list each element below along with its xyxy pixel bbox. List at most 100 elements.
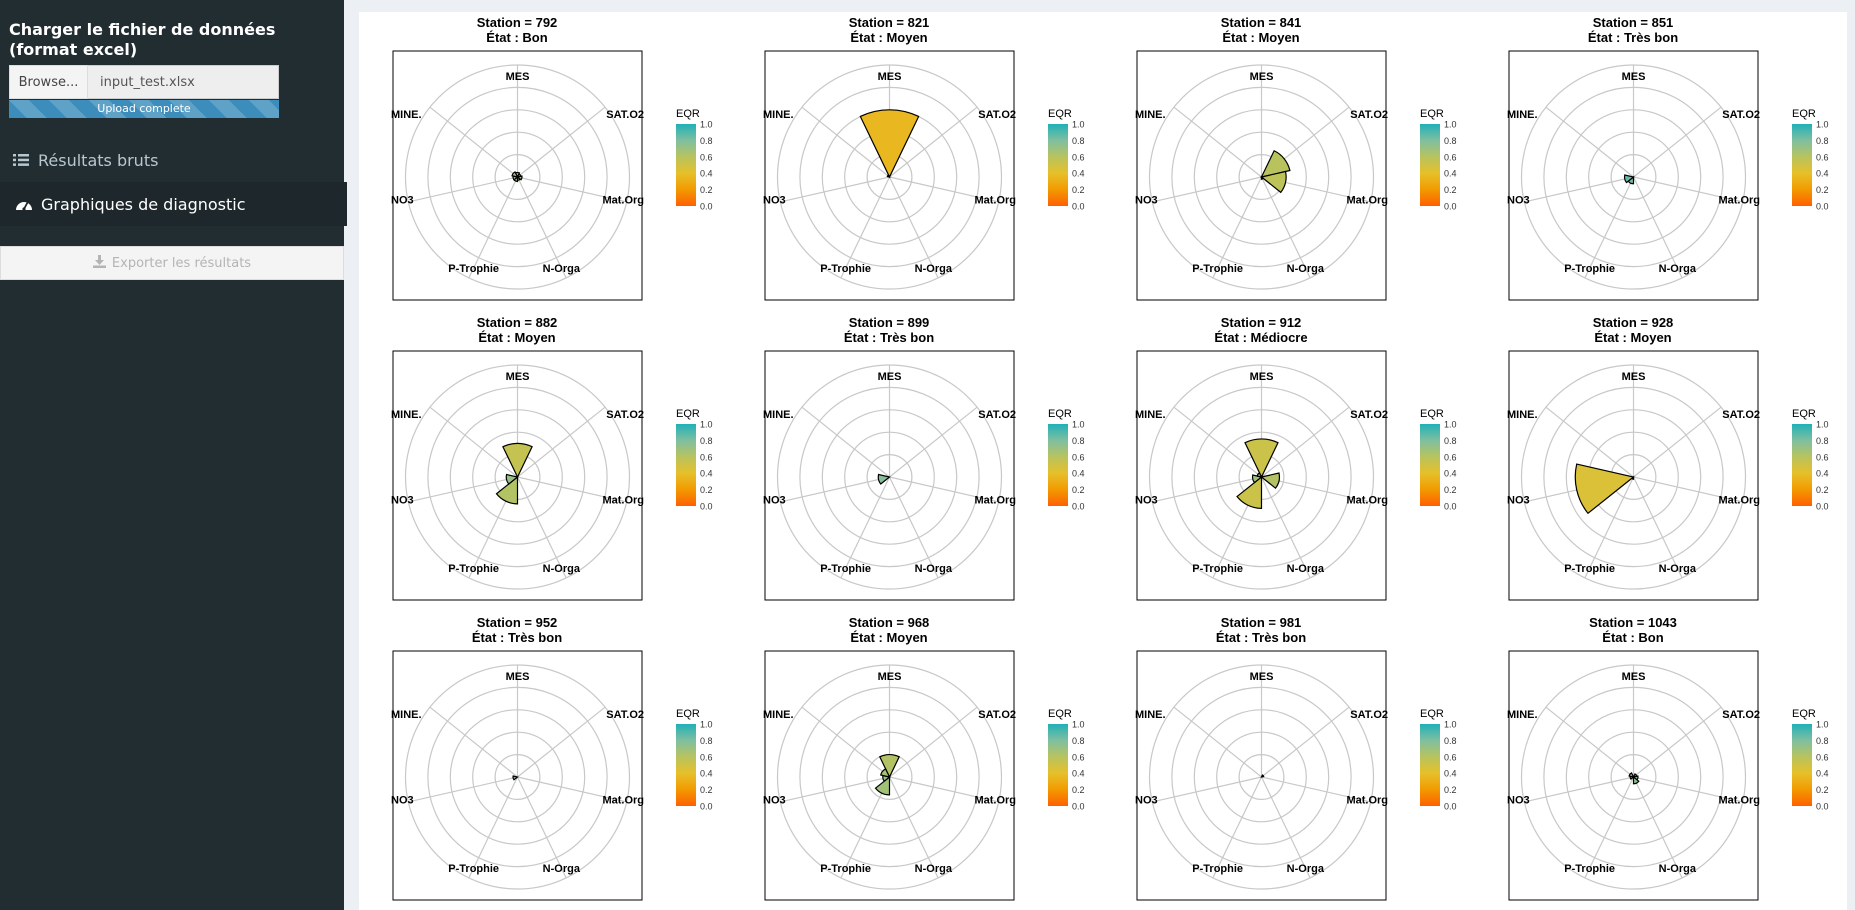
legend-tick-label: 0.4 [1816, 169, 1829, 179]
axis-label: MES [1622, 371, 1646, 383]
axis-label: Mat.Org [602, 494, 644, 506]
sector-bar [859, 109, 920, 179]
legend-tick-label: 0.2 [700, 185, 713, 195]
grid-spoke [1545, 706, 1634, 778]
axis-label: P-Trophie [1564, 563, 1615, 575]
legend-tick-label: 0.8 [1816, 136, 1829, 146]
axis-label: SAT.O2 [1350, 709, 1388, 721]
legend-tick-label: 0.6 [1816, 752, 1829, 762]
upload-progress-bar: Upload complete [9, 100, 279, 118]
legend-tick-label: 0.6 [1444, 752, 1457, 762]
axis-label: N-Orga [915, 863, 953, 875]
grid-spoke [1152, 776, 1262, 803]
menu-label: Résultats bruts [38, 150, 159, 170]
axis-label: MES [878, 71, 902, 83]
axis-label: P-Trophie [1192, 263, 1243, 275]
sector-bar [505, 473, 519, 485]
legend-colorbar [1420, 124, 1440, 206]
sector-bar [1623, 174, 1635, 184]
grid-spoke [840, 476, 891, 579]
menu-item-graphiques[interactable]: Graphiques de diagnostic [0, 182, 347, 226]
export-label: Exporter les résultats [111, 255, 252, 271]
legend-tick-label: 0.0 [1072, 502, 1085, 512]
legend-title: EQR [1048, 708, 1072, 720]
legend-tick-label: 0.4 [1072, 769, 1085, 779]
legend-tick-label: 0.8 [1072, 736, 1085, 746]
legend-tick-label: 0.8 [1444, 136, 1457, 146]
file-input[interactable]: Browse... input_test.xlsx [9, 65, 279, 99]
legend-tick-label: 0.4 [1072, 169, 1085, 179]
grid-spoke [1545, 406, 1634, 478]
legend-tick-label: 1.0 [700, 120, 713, 130]
sector-bar [1260, 472, 1281, 490]
legend-tick-label: 0.0 [1072, 802, 1085, 812]
axis-label: MINE. [1507, 709, 1538, 721]
legend-tick-label: 0.8 [700, 736, 713, 746]
axis-label: Mat.Org [974, 794, 1016, 806]
panel-title: Station = 899 [849, 315, 930, 330]
grid-spoke [888, 176, 939, 279]
browse-button[interactable]: Browse... [9, 65, 88, 99]
sector-bar [1236, 475, 1263, 509]
grid-spoke [1633, 776, 1743, 803]
export-button[interactable]: Exporter les résultats [0, 246, 344, 280]
grid-spoke [1260, 176, 1311, 279]
grid-spoke [840, 176, 891, 279]
legend-tick-label: 0.2 [1816, 185, 1829, 195]
grid-spoke [1173, 106, 1262, 178]
axis-label: SAT.O2 [606, 709, 644, 721]
grid-spoke [1152, 176, 1262, 203]
panel-subtitle: État : Moyen [478, 330, 555, 345]
axis-label: N-Orga [915, 563, 953, 575]
grid-spoke [1260, 776, 1311, 879]
legend-tick-label: 1.0 [1816, 420, 1829, 430]
axis-label: NO3 [1507, 194, 1530, 206]
axis-label: N-Orga [1659, 863, 1697, 875]
axis-label: MES [878, 671, 902, 683]
grid-spoke [1260, 476, 1311, 579]
sector-bar [874, 775, 891, 796]
grid-spoke [889, 106, 978, 178]
axis-label: SAT.O2 [1722, 709, 1760, 721]
legend-tick-label: 0.8 [700, 436, 713, 446]
grid-spoke [801, 406, 890, 478]
axis-label: Mat.Org [1346, 794, 1388, 806]
grid-spoke [1545, 106, 1634, 178]
grid-spoke [1152, 476, 1262, 503]
legend-tick-label: 0.0 [1444, 502, 1457, 512]
axis-label: MINE. [1507, 109, 1538, 121]
axis-label: P-Trophie [448, 263, 499, 275]
axis-label: N-Orga [1287, 263, 1325, 275]
grid-spoke [1173, 706, 1262, 778]
sector-bar [886, 174, 891, 178]
legend-tick-label: 0.2 [1072, 785, 1085, 795]
axis-label: Mat.Org [1346, 494, 1388, 506]
panel-subtitle: État : Moyen [1594, 330, 1671, 345]
sector-bar [1260, 774, 1265, 778]
axis-label: P-Trophie [448, 863, 499, 875]
menu-item-resultats-bruts[interactable]: Résultats bruts [0, 138, 344, 182]
axis-label: NO3 [763, 494, 786, 506]
panel-title: Station = 792 [477, 15, 558, 30]
legend-tick-label: 0.6 [1816, 152, 1829, 162]
file-name-field[interactable]: input_test.xlsx [88, 65, 279, 99]
sector-bar [878, 754, 901, 779]
axis-label: SAT.O2 [1350, 109, 1388, 121]
legend-colorbar [676, 724, 696, 806]
legend-tick-label: 0.0 [700, 202, 713, 212]
legend-tick-label: 0.6 [1444, 452, 1457, 462]
axis-label: NO3 [763, 794, 786, 806]
legend-title: EQR [1792, 408, 1816, 420]
panel-title: Station = 851 [1593, 15, 1674, 30]
legend-tick-label: 1.0 [1444, 420, 1457, 430]
axis-label: P-Trophie [1564, 263, 1615, 275]
sector-bar [511, 171, 519, 178]
legend-tick-label: 0.8 [700, 136, 713, 146]
legend-title: EQR [1048, 108, 1072, 120]
grid-spoke [1173, 406, 1262, 478]
grid-spoke [801, 106, 890, 178]
legend-tick-label: 0.6 [700, 152, 713, 162]
